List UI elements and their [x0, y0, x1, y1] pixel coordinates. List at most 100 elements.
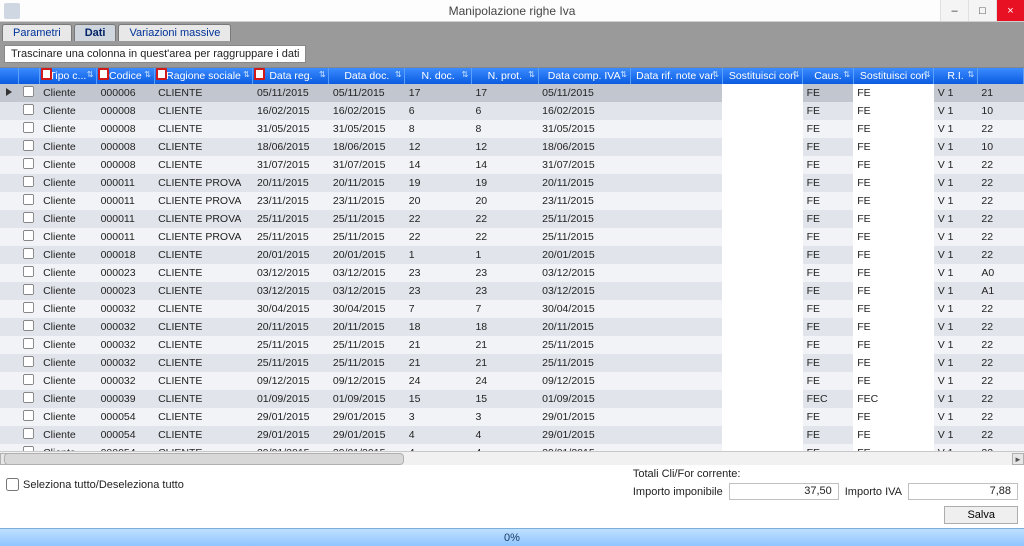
col-data-comp-iva[interactable]: Data comp. IVA⇅ [538, 68, 630, 84]
col-data-rif-note-var-[interactable]: Data rif. note var.⇅ [630, 68, 722, 84]
row-checkbox[interactable] [23, 374, 34, 385]
filter-pin-icon[interactable] [156, 68, 167, 80]
row-checkbox[interactable] [23, 122, 34, 133]
table-row[interactable]: Cliente000008CLIENTE18/06/201518/06/2015… [0, 138, 1024, 156]
table-row[interactable]: Cliente000011CLIENTE PROVA20/11/201520/1… [0, 174, 1024, 192]
table-row[interactable]: Cliente000023CLIENTE03/12/201503/12/2015… [0, 264, 1024, 282]
table-row[interactable]: Cliente000023CLIENTE03/12/201503/12/2015… [0, 282, 1024, 300]
groupby-hint[interactable]: Trascinare una colonna in quest'area per… [4, 45, 306, 63]
tab-variazioni-massive[interactable]: Variazioni massive [118, 24, 231, 41]
table-row[interactable]: Cliente000032CLIENTE25/11/201525/11/2015… [0, 336, 1024, 354]
horizontal-scrollbar[interactable]: ◄ ► [0, 451, 1024, 465]
row-checkbox[interactable] [23, 410, 34, 421]
sort-icon[interactable]: ⇅ [842, 70, 852, 80]
table-row[interactable]: Cliente000032CLIENTE20/11/201520/11/2015… [0, 318, 1024, 336]
row-checkbox[interactable] [23, 140, 34, 151]
row-checkbox-cell[interactable] [18, 120, 39, 138]
row-checkbox[interactable] [23, 266, 34, 277]
col-codice[interactable]: Codice⇅ [97, 68, 155, 84]
row-checkbox-cell[interactable] [18, 264, 39, 282]
row-checkbox-cell[interactable] [18, 336, 39, 354]
select-all-checkbox[interactable]: Seleziona tutto/Deseleziona tutto [6, 478, 184, 491]
row-checkbox-cell[interactable] [18, 174, 39, 192]
row-checkbox-cell[interactable] [18, 228, 39, 246]
row-checkbox-cell[interactable] [18, 138, 39, 156]
close-button[interactable]: × [996, 0, 1024, 21]
tab-dati[interactable]: Dati [74, 24, 117, 41]
table-row[interactable]: Cliente000032CLIENTE30/04/201530/04/2015… [0, 300, 1024, 318]
table-row[interactable]: Cliente000008CLIENTE31/05/201531/05/2015… [0, 120, 1024, 138]
col-data-reg-[interactable]: Data reg.⇅ [253, 68, 329, 84]
table-row[interactable]: Cliente000054CLIENTE29/01/201529/01/2015… [0, 426, 1024, 444]
table-row[interactable]: Cliente000018CLIENTE20/01/201520/01/2015… [0, 246, 1024, 264]
sort-icon[interactable]: ⇅ [619, 70, 629, 80]
table-row[interactable]: Cliente000039CLIENTE01/09/201501/09/2015… [0, 390, 1024, 408]
sort-icon[interactable]: ⇅ [460, 70, 470, 80]
row-checkbox[interactable] [23, 248, 34, 259]
col-tipo-c-[interactable]: Tipo c...⇅ [39, 68, 97, 84]
sort-icon[interactable]: ⇅ [393, 70, 403, 80]
row-checkbox-cell[interactable] [18, 156, 39, 174]
table-row[interactable]: Cliente000032CLIENTE25/11/201525/11/2015… [0, 354, 1024, 372]
table-row[interactable]: Cliente000011CLIENTE PROVA25/11/201525/1… [0, 228, 1024, 246]
col-extra[interactable] [977, 68, 1023, 84]
row-checkbox-cell[interactable] [18, 354, 39, 372]
row-checkbox[interactable] [23, 428, 34, 439]
row-checkbox[interactable] [23, 194, 34, 205]
table-row[interactable]: Cliente000008CLIENTE16/02/201516/02/2015… [0, 102, 1024, 120]
row-checkbox[interactable] [23, 212, 34, 223]
table-row[interactable]: Cliente000054CLIENTE29/01/201529/01/2015… [0, 408, 1024, 426]
table-row[interactable]: Cliente000008CLIENTE31/07/201531/07/2015… [0, 156, 1024, 174]
select-all-input[interactable] [6, 478, 19, 491]
filter-pin-icon[interactable] [254, 68, 265, 80]
table-row[interactable]: Cliente000054CLIENTE29/01/201529/01/2015… [0, 444, 1024, 451]
row-checkbox[interactable] [23, 158, 34, 169]
row-checkbox-cell[interactable] [18, 102, 39, 120]
scroll-right-icon[interactable]: ► [1012, 453, 1024, 465]
row-checkbox-cell[interactable] [18, 318, 39, 336]
row-checkbox-cell[interactable] [18, 84, 39, 102]
filter-pin-icon[interactable] [98, 68, 109, 80]
row-checkbox-cell[interactable] [18, 246, 39, 264]
sort-icon[interactable]: ⇅ [143, 70, 153, 80]
sort-icon[interactable]: ⇅ [711, 70, 721, 80]
row-checkbox-cell[interactable] [18, 210, 39, 228]
col-r-i-[interactable]: R.I.⇅ [934, 68, 978, 84]
sort-icon[interactable]: ⇅ [966, 70, 976, 80]
filter-pin-icon[interactable] [41, 68, 52, 80]
row-checkbox[interactable] [23, 392, 34, 403]
col-n-prot-[interactable]: N. prot.⇅ [471, 68, 538, 84]
sort-icon[interactable]: ⇅ [317, 70, 327, 80]
tab-parametri[interactable]: Parametri [2, 24, 72, 41]
row-checkbox-cell[interactable] [18, 300, 39, 318]
col-sostituisci-con[interactable]: Sostituisci con⇅ [853, 68, 934, 84]
row-checkbox[interactable] [23, 338, 34, 349]
sort-icon[interactable]: ⇅ [85, 70, 95, 80]
row-checkbox-cell[interactable] [18, 282, 39, 300]
row-checkbox[interactable] [23, 104, 34, 115]
sort-icon[interactable]: ⇅ [922, 70, 932, 80]
row-checkbox-cell[interactable] [18, 192, 39, 210]
maximize-button[interactable]: □ [968, 0, 996, 21]
save-button[interactable]: Salva [944, 506, 1018, 524]
col-ragione-sociale[interactable]: Ragione sociale⇅ [154, 68, 253, 84]
col-sostituisci-con[interactable]: Sostituisci con⇅ [722, 68, 803, 84]
row-checkbox[interactable] [23, 356, 34, 367]
sort-icon[interactable]: ⇅ [527, 70, 537, 80]
table-row[interactable]: Cliente000032CLIENTE09/12/201509/12/2015… [0, 372, 1024, 390]
table-row[interactable]: Cliente000011CLIENTE PROVA23/11/201523/1… [0, 192, 1024, 210]
row-checkbox[interactable] [23, 230, 34, 241]
scroll-thumb[interactable] [4, 453, 404, 465]
row-checkbox[interactable] [23, 176, 34, 187]
row-checkbox[interactable] [23, 284, 34, 295]
col-caus-[interactable]: Caus.⇅ [803, 68, 854, 84]
table-row[interactable]: Cliente000011CLIENTE PROVA25/11/201525/1… [0, 210, 1024, 228]
col-n-doc-[interactable]: N. doc.⇅ [405, 68, 472, 84]
minimize-button[interactable]: – [940, 0, 968, 21]
sort-icon[interactable]: ⇅ [791, 70, 801, 80]
row-checkbox[interactable] [23, 320, 34, 331]
row-checkbox-cell[interactable] [18, 444, 39, 451]
row-checkbox[interactable] [23, 86, 34, 97]
row-checkbox-cell[interactable] [18, 372, 39, 390]
table-row[interactable]: Cliente000006CLIENTE05/11/201505/11/2015… [0, 84, 1024, 102]
